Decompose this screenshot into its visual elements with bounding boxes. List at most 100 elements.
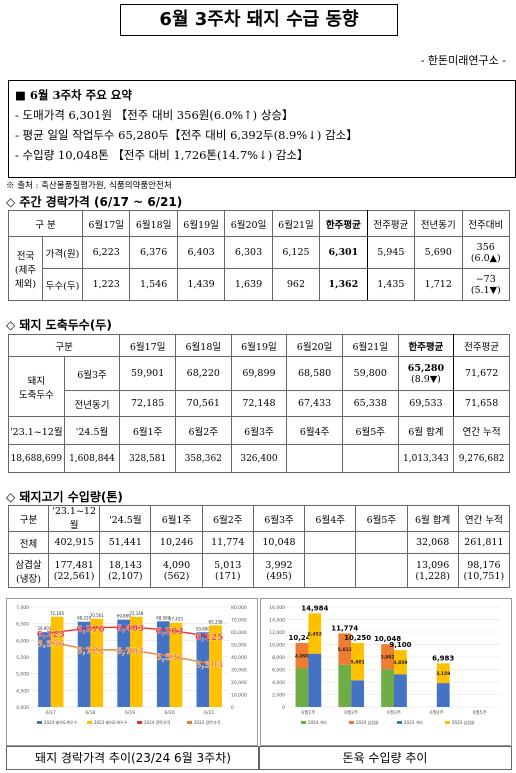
table-cell: 전주평균 — [453, 334, 510, 357]
table-row: 구분 6월17일 6월18일 6월19일 6월20일 6월21일 한주평균 전주평균 — [7, 334, 510, 357]
chart-caption: 돼지 경락가격 추이(23/24 6월 3주차) — [6, 746, 260, 770]
table-row: 전체 402,915 51,441 10,246 11,774 10,048 32,068 2… — [8, 531, 511, 554]
table-cell: 6,223 — [81, 236, 131, 269]
section-title: ◇ 돼지 도축두수(두) — [6, 318, 112, 332]
table-cell: '24.5월 — [63, 416, 121, 445]
bar — [130, 616, 143, 707]
line — [50, 626, 210, 637]
table-cell: 1,013,343 — [397, 444, 455, 473]
tick-label: 80,000 — [231, 605, 247, 611]
summary-line: - 평균 일일 작업두수 65,280두【전주 대비 6,392두(8.9%↓)… — [15, 128, 358, 142]
bar-segment — [338, 664, 352, 707]
table-row: 구 분 6월17일 6월18일 6월19일 6월20일 6월21일 한주평균 전주평균 전년동… — [8, 210, 510, 237]
tick-label: 10,000 — [231, 693, 247, 699]
x-tick-label: 6/17 — [46, 710, 56, 716]
table-cell — [304, 531, 357, 554]
line-label: 6,125 — [195, 633, 223, 643]
tick-label: 6,000 — [272, 668, 285, 674]
segment-label: 4,090 — [295, 654, 309, 660]
chart-frame: 0 2,000 4,000 6,000 8,000 10,000 12,000 14,000 1… — [260, 598, 512, 746]
table-cell: 32,068 — [406, 531, 459, 554]
table-cell: 5,690 — [414, 236, 463, 269]
table-cell: 6,125 — [271, 236, 321, 269]
text: (495) — [266, 570, 292, 582]
table-cell: 72,148 — [230, 390, 288, 417]
table-cell: 1,435 — [366, 268, 416, 301]
total-label: 6,983 — [432, 654, 454, 662]
bar-label: 72,148 — [129, 611, 143, 616]
line-label: 5,303 — [195, 661, 223, 671]
table-cell: −73 (5.1▼) — [461, 268, 510, 301]
table-cell: 전주대비 — [461, 210, 510, 237]
bar-label: 69,899 — [117, 614, 131, 619]
line-label: 5,531 — [155, 653, 183, 663]
charts: 4,000 4,500 5,000 5,500 6,000 6,500 7,000 0 10,0… — [6, 598, 512, 770]
table-cell: 10,048 — [252, 531, 306, 554]
organization: - 한돈미래연구소 - — [420, 54, 506, 67]
tick-label: 40,000 — [231, 655, 247, 661]
table-cell: 6,376 — [129, 236, 178, 269]
legend-swatch — [349, 721, 354, 724]
table-cell: 6월2주 — [201, 505, 254, 532]
text: 65,280 — [407, 362, 445, 374]
legend-label: 2024 돼지도축두수 — [44, 719, 78, 725]
tick-label: 50,000 — [231, 643, 247, 649]
table-cell: 6,303 — [224, 236, 273, 269]
text: 전체 — [19, 538, 38, 550]
table-cell: 연간 누적 — [453, 416, 510, 445]
chart-frame: 4,000 4,500 5,000 5,500 6,000 6,500 7,000 0 10,0… — [6, 598, 258, 746]
table-cell: 6월19일 — [230, 334, 288, 357]
summary-box: ■ 6월 3주차 주요 요약 - 도매가격 6,301원 【전주 대비 356원… — [8, 80, 516, 178]
table-cell: 6월 합계 — [397, 416, 455, 445]
line-label: 5,704 — [116, 647, 144, 657]
tick-label: 60,000 — [231, 630, 247, 636]
table-cell: 59,901 — [119, 356, 176, 391]
segment-label: 6,452 — [308, 632, 322, 638]
text: 10,048 — [262, 537, 296, 548]
x-tick-label: 6월2주 — [344, 709, 358, 716]
bar-segment — [295, 642, 309, 669]
table-cell: 6월5주 — [341, 416, 399, 445]
tick-label: 8,000 — [272, 655, 285, 661]
text: (5.1▼) — [470, 284, 501, 296]
legend-label: 2024 기타 — [308, 719, 327, 725]
table-cell: 67,433 — [286, 390, 343, 417]
text: (제주 — [14, 264, 37, 276]
table-cell — [341, 444, 399, 473]
x-tick-label: 6/21 — [204, 710, 214, 716]
x-tick-label: 6월4주 — [430, 709, 444, 716]
table-row: '23.1~12월 '24.5월 6월1주 6월2주 6월3주 6월4주 6월5주 6월 합계… — [8, 416, 510, 445]
table-cell: 51,441 — [99, 531, 152, 554]
text: (냉장) — [16, 573, 41, 585]
bar — [38, 632, 51, 707]
table-cell: 6월3주 — [63, 356, 121, 391]
total-label: 11,774 — [331, 624, 358, 632]
bar — [196, 632, 210, 707]
table-cell: 삼겹살 (냉장) — [8, 553, 49, 588]
text: 10,246 — [159, 537, 194, 548]
table-cell: 구분 — [8, 505, 49, 532]
legend-label: 2024 삼겹살 — [356, 719, 379, 725]
section-title: ◇ 주간 경락가격 (6/17 ~ 6/21) — [6, 195, 183, 209]
text: 356 — [476, 241, 495, 253]
text: 98,176 — [467, 559, 501, 571]
table-cell: 1,712 — [414, 268, 463, 301]
legend-swatch — [37, 721, 42, 724]
text: (171) — [214, 570, 241, 582]
table-cell: 326,400 — [230, 444, 288, 473]
table-cell: 261,811 — [457, 531, 511, 554]
table-cell: 1,546 — [129, 268, 178, 301]
text: 도축두수 — [18, 389, 54, 401]
table-cell: 1,608,844 — [63, 444, 121, 473]
table-cell: 6,301 — [319, 236, 368, 269]
line-label: 5,721 — [76, 647, 104, 657]
bar-label: 72,185 — [50, 611, 64, 616]
table-cell: 18,688,699 — [8, 444, 65, 473]
table-cell: 전년동기 — [414, 210, 463, 237]
legend-swatch — [397, 721, 402, 724]
tick-label: 70,000 — [231, 618, 247, 624]
x-tick-label: 6월3주 — [387, 709, 401, 716]
table-cell: 전체 — [8, 531, 49, 554]
tick-label: 5,000 — [16, 672, 29, 678]
